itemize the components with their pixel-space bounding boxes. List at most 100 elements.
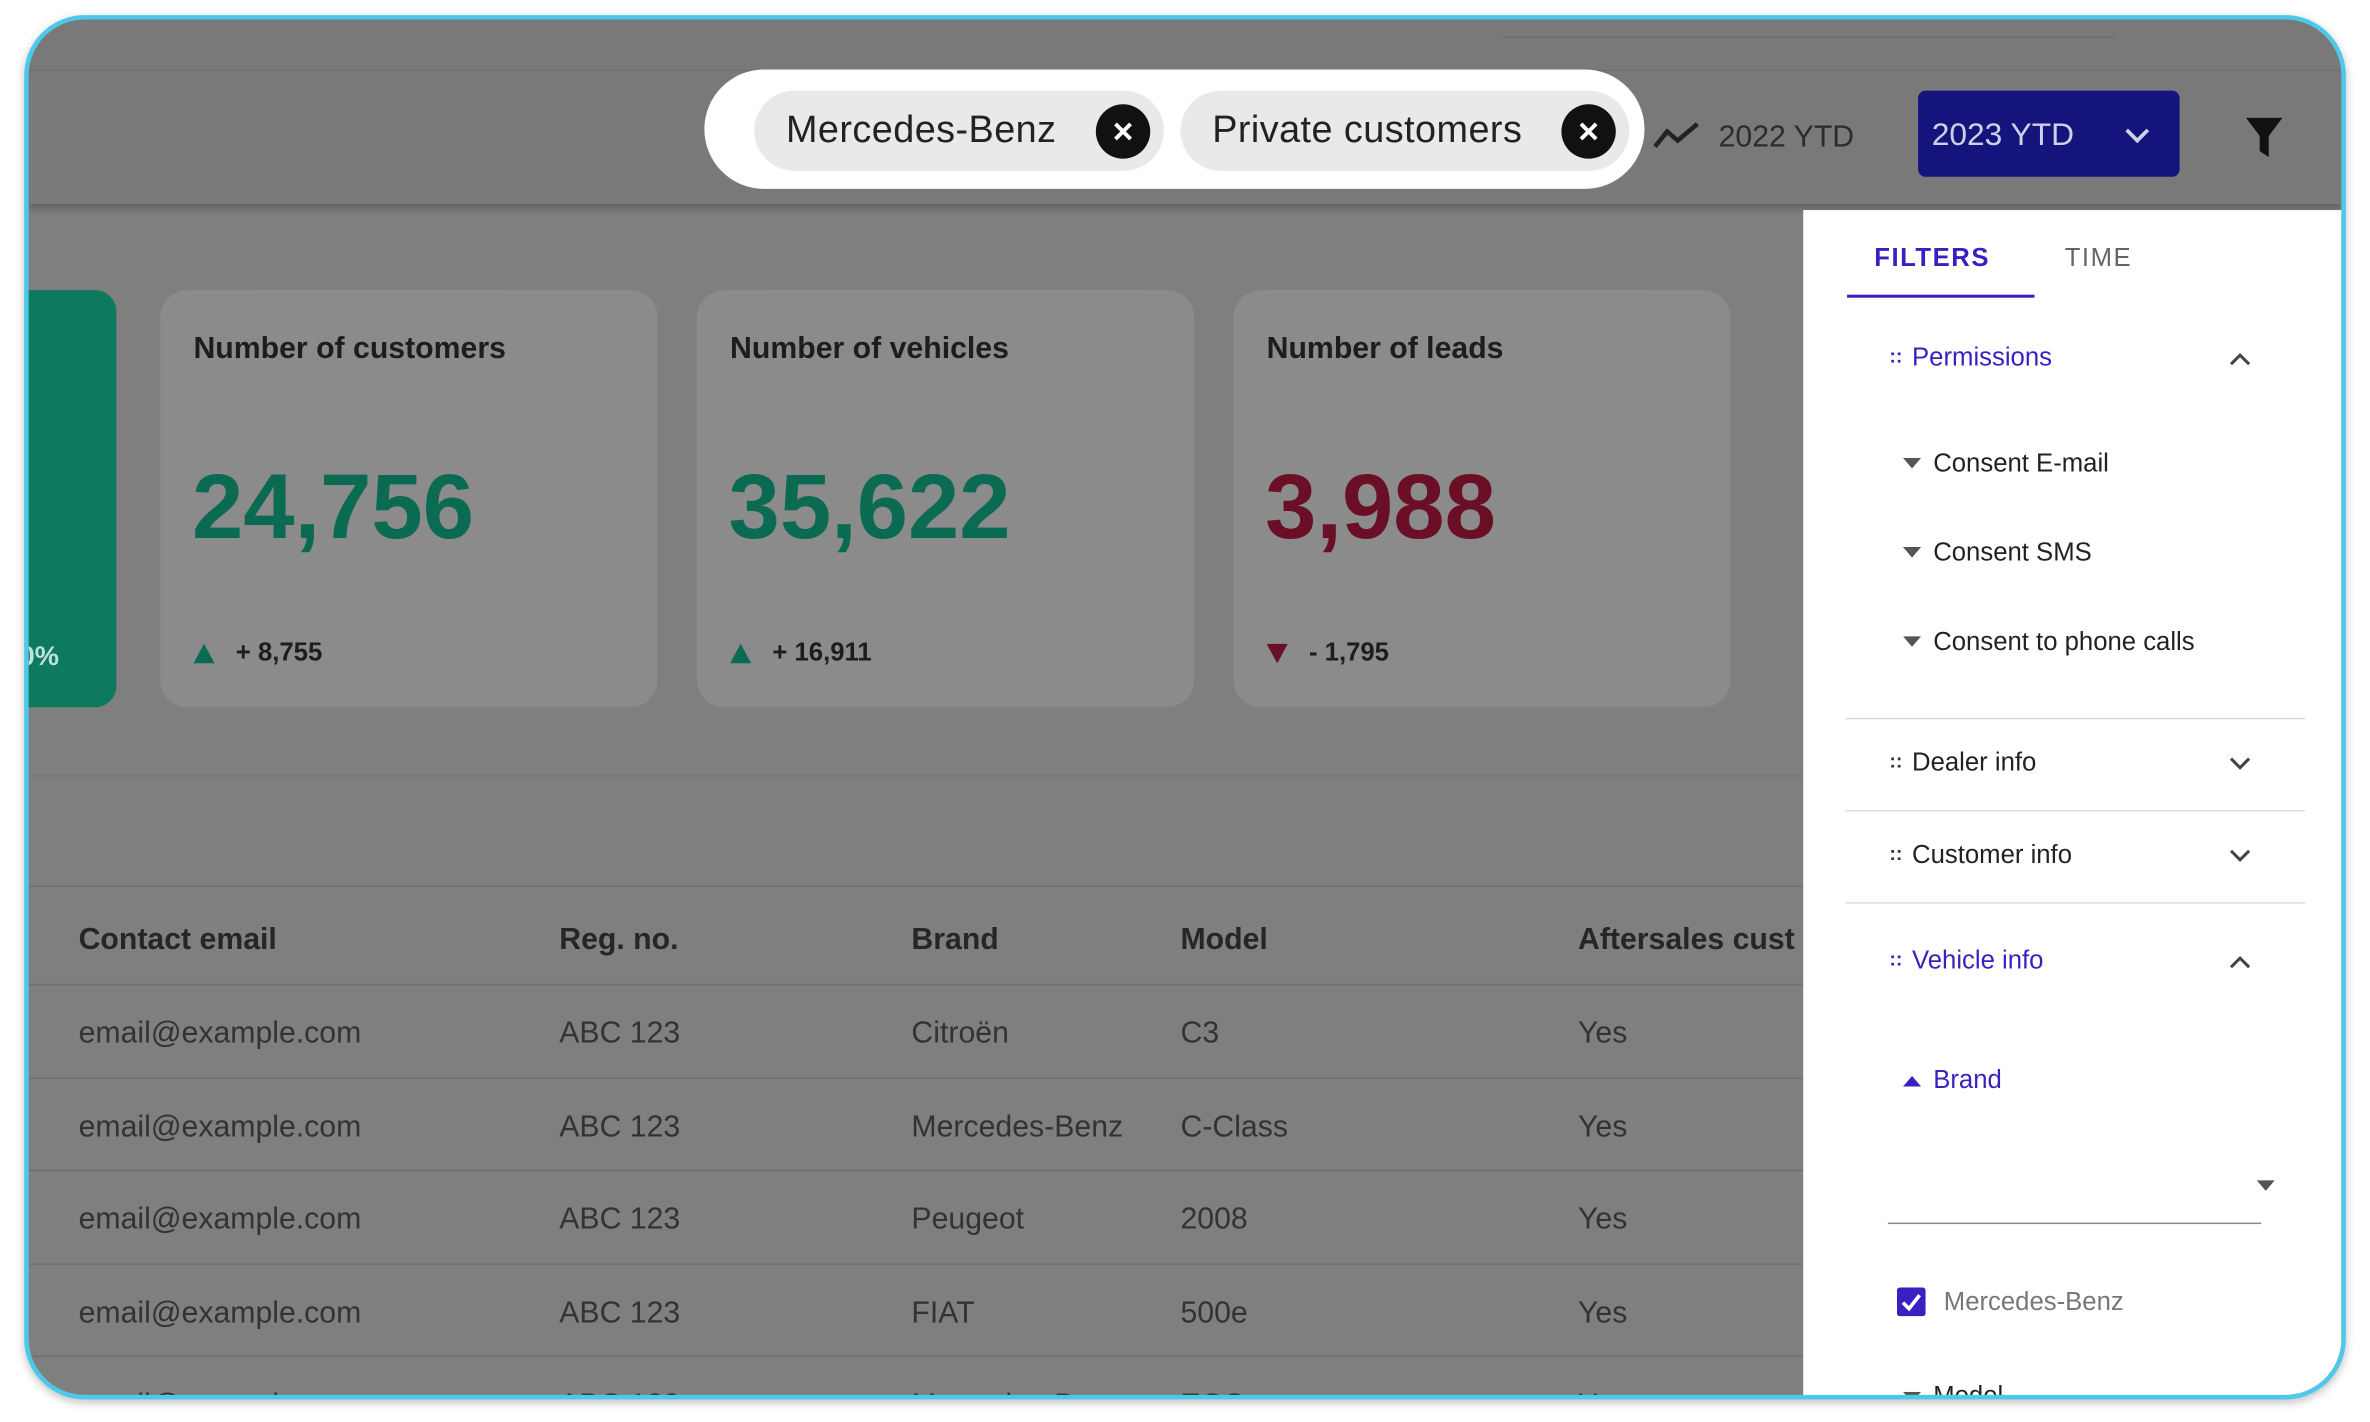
tab-indicator [1847,294,2035,298]
chip-remove[interactable] [1561,103,1617,158]
row-line [28,1262,1813,1265]
card-title: Number of customers [193,332,506,366]
chip-list: Mercedes-Benz Private customers [754,90,1630,171]
cell: email@example.com [79,1389,362,1395]
chip-label: Private customers [1212,108,1523,152]
stat-card: Number of customers 24,756 + 8,755 [160,290,658,708]
divider [1502,36,2115,38]
chip-container: Mercedes-Benz Private customers [704,69,1645,189]
column-header: Reg. no. [559,923,679,957]
cell: EQS [1180,1389,1244,1395]
card-change: + 8,755 [235,637,323,667]
cell: FIAT [911,1295,975,1330]
card-value: 24,756 [191,454,474,558]
caret [1902,636,1922,647]
tab[interactable]: FILTERS [1874,243,1991,273]
divider [1845,810,2306,812]
card-value: 35,622 [728,454,1011,558]
cell: 500e [1180,1295,1248,1330]
cell: ABC 123 [559,1109,681,1144]
cell: email@example.com [78,1017,362,1051]
top-bar: Mercedes-Benz Private customers 2022 YTD … [28,19,2342,205]
section-title[interactable]: Dealer info [1912,748,2037,777]
app-window: Mercedes-Benz Private customers 2022 YTD … [24,15,2346,1400]
caret [1902,1391,1922,1395]
caret [1902,457,1922,469]
cell: email@example.com [78,1202,362,1237]
compare-label[interactable]: 2022 YTD [1718,120,1855,155]
chevron [2229,757,2251,770]
chevron [2229,849,2251,863]
cell: ABC 123 [559,1017,681,1051]
checkbox [1896,1287,1926,1317]
select-underline[interactable] [1887,1222,2262,1225]
cell: Peugeot [911,1202,1025,1237]
period-select[interactable]: 2023 YTD [1918,90,2180,177]
trend-arrow [1266,643,1288,664]
cell: email@example.com [78,1109,362,1144]
chevron [2125,128,2150,144]
cell: Yes [1578,1389,1627,1395]
chip-label: Mercedes-Benz [785,108,1057,152]
caret [1902,547,1922,558]
divider [1845,902,2306,904]
filter-option[interactable]: Consent to phone calls [1933,627,2195,656]
drag-handle: :: [1889,344,1903,368]
stat-card: Number of leads 3,988 - 1,795 [1233,290,1731,708]
cell: Mercedes-Benz [911,1109,1124,1144]
cell: Yes [1578,1017,1628,1051]
trend-arrow [193,643,215,664]
filter-chip: Mercedes-Benz [754,90,1164,171]
trend-icon [1653,122,1699,149]
filter-chip: Private customers [1180,90,1630,171]
cell: Citroën [911,1017,1009,1051]
cell: Yes [1578,1295,1628,1330]
divider [28,775,1813,777]
section-title[interactable]: Vehicle info [1912,946,2044,975]
caret [1902,1075,1922,1087]
trend-arrow [730,643,752,664]
divider [1845,717,2306,720]
cell: Mercedes-Benz [911,1389,1123,1395]
column-header: Brand [911,923,999,957]
card-title: Number of vehicles [730,332,1009,366]
cell: C3 [1180,1017,1220,1051]
drag-handle: :: [1889,749,1903,773]
section-title[interactable]: Customer info [1912,840,2073,869]
column-header: Contact email [78,923,277,957]
chip-remove[interactable] [1095,103,1151,158]
cell: 2008 [1180,1202,1248,1237]
row-line [28,1169,1813,1172]
filter-option[interactable]: Model [1933,1381,2004,1400]
section-title[interactable]: Permissions [1912,343,2053,372]
filter-icon[interactable] [2245,116,2284,158]
checkbox-label[interactable]: Mercedes-Benz [1943,1287,2124,1317]
filter-option[interactable]: Consent SMS [1933,537,2092,567]
row-line [28,983,1813,986]
partial-card: 0% [28,290,117,708]
drag-handle: :: [1889,841,1903,865]
card-change: - 1,795 [1308,637,1389,667]
close-icon [1579,121,1598,140]
chevron [2229,352,2251,366]
close-icon [1114,121,1132,140]
filter-option[interactable]: Consent E-mail [1933,448,2109,478]
column-header: Aftersales cust [1578,923,1795,957]
cell: ABC 123 [559,1202,681,1237]
cell: Yes [1578,1109,1628,1144]
period-label: 2023 YTD [1931,117,2075,153]
cell: ABC 123 [559,1295,681,1330]
filter-option[interactable]: Brand [1933,1065,2002,1095]
card-change: + 16,911 [772,637,872,667]
stat-card: Number of vehicles 35,622 + 16,911 [696,290,1195,708]
cell: email@example.com [78,1295,362,1330]
card-title: Number of leads [1266,332,1504,366]
column-header: Model [1180,923,1268,957]
cell: ABC 123 [559,1389,680,1395]
row-line [28,1355,1813,1358]
row-line [28,1076,1813,1079]
row-line [28,885,1813,888]
tab[interactable]: TIME [2064,243,2133,273]
